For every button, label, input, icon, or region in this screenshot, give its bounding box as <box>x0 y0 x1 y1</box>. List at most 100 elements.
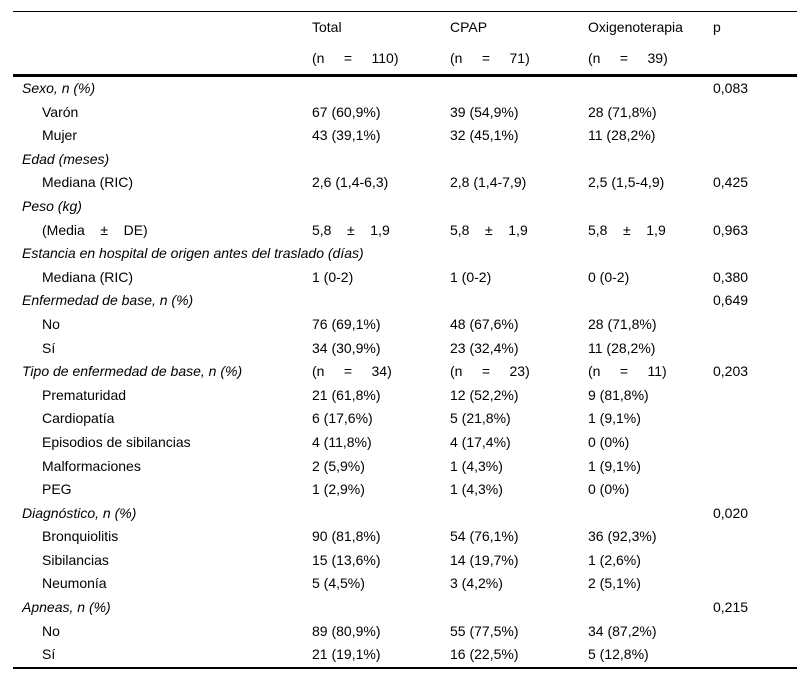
col-header-oxigenoterapia: Oxigenoterapia <box>588 18 683 35</box>
cell-p: 0,649 <box>713 292 749 309</box>
cell-cpap <box>450 195 588 219</box>
cell-cpap: 4 (17,4%) <box>450 433 511 450</box>
cell-total: 34 (30,9%) <box>312 339 381 356</box>
cell-p <box>713 572 797 596</box>
header-row: Total CPAP Oxigenoterapia p <box>13 12 797 44</box>
table-row: Enfermedad de base, n (%) 0,649 <box>13 289 797 313</box>
cell-total <box>312 148 450 172</box>
row-label: PEG <box>42 481 72 498</box>
cell-p <box>713 620 797 644</box>
row-label: Enfermedad de base, n (%) <box>22 292 194 309</box>
table-row: PEG 1 (2,9%) 1 (4,3%) 0 (0%) <box>13 478 797 502</box>
cell-oxigenoterapia: 2,5 (1,5-4,9) <box>588 174 665 191</box>
cell-cpap: 23 (32,4%) <box>450 339 519 356</box>
table-row: Diagnóstico, n (%) 0,020 <box>13 502 797 526</box>
cell-p: 0,203 <box>713 363 749 380</box>
table-row: Sexo, n (%) 0,083 <box>13 76 797 101</box>
comparison-table: Total CPAP Oxigenoterapia p (n = 110) (n… <box>13 11 797 669</box>
cell-oxigenoterapia <box>588 148 713 172</box>
cell-oxigenoterapia: 28 (71,8%) <box>588 315 657 332</box>
row-label: Malformaciones <box>42 457 141 474</box>
cell-p <box>713 455 797 479</box>
row-label: Varón <box>42 103 79 120</box>
row-label: Neumonía <box>42 575 107 592</box>
cell-p <box>713 148 797 172</box>
table-body: Sexo, n (%) 0,083 Varón 67 (60,9%) 39 (5… <box>13 76 797 668</box>
row-label: No <box>42 622 60 639</box>
cell-p <box>713 407 797 431</box>
cell-oxigenoterapia: 5 (12,8%) <box>588 646 649 663</box>
cell-total: 5 (4,5%) <box>312 575 365 592</box>
cell-cpap: 1 (4,3%) <box>450 481 503 498</box>
cell-total: 76 (69,1%) <box>312 315 381 332</box>
row-label: Sí <box>42 646 56 663</box>
cell-p <box>713 549 797 573</box>
table-row: Apneas, n (%) 0,215 <box>13 596 797 620</box>
cell-cpap: 32 (45,1%) <box>450 127 519 144</box>
table-row: Cardiopatía 6 (17,6%) 5 (21,8%) 1 (9,1%) <box>13 407 797 431</box>
cell-oxigenoterapia: 11 (28,2%) <box>588 339 656 356</box>
row-label: Sibilancias <box>42 551 109 568</box>
cell-total: (n = 34) <box>312 363 392 380</box>
cell-oxigenoterapia: 34 (87,2%) <box>588 622 657 639</box>
row-label: Mujer <box>42 127 78 144</box>
cell-oxigenoterapia <box>588 502 713 526</box>
cell-oxigenoterapia: 0 (0%) <box>588 433 630 450</box>
table-row: Prematuridad 21 (61,8%) 12 (52,2%) 9 (81… <box>13 384 797 408</box>
cell-oxigenoterapia: 0 (0-2) <box>588 268 630 285</box>
cell-cpap: (n = 23) <box>450 363 530 380</box>
cell-total: 43 (39,1%) <box>312 127 381 144</box>
row-label: Edad (meses) <box>22 150 110 167</box>
cell-cpap: 48 (67,6%) <box>450 315 519 332</box>
cell-total: 1 (0-2) <box>312 268 354 285</box>
cell-oxigenoterapia: 1 (9,1%) <box>588 410 641 427</box>
row-label: Estancia en hospital de origen antes del… <box>22 245 364 262</box>
cell-total: 15 (13,6%) <box>312 551 381 568</box>
cell-oxigenoterapia: 11 (28,2%) <box>588 127 656 144</box>
cell-cpap: 1 (0-2) <box>450 268 492 285</box>
cell-cpap: 55 (77,5%) <box>450 622 519 639</box>
cell-total <box>312 76 450 101</box>
row-label: Prematuridad <box>42 386 127 403</box>
cell-oxigenoterapia: (n = 11) <box>588 363 667 380</box>
cell-oxigenoterapia: 36 (92,3%) <box>588 528 657 545</box>
cell-cpap <box>450 289 588 313</box>
cell-p <box>713 313 797 337</box>
cell-cpap: 1 (4,3%) <box>450 457 503 474</box>
cell-cpap <box>450 148 588 172</box>
cell-cpap: 54 (76,1%) <box>450 528 519 545</box>
cell-total: 67 (60,9%) <box>312 103 381 120</box>
cell-oxigenoterapia <box>588 289 713 313</box>
cell-p <box>713 101 797 125</box>
cell-oxigenoterapia <box>588 242 713 266</box>
col-header-empty <box>13 12 312 44</box>
row-label: Apneas, n (%) <box>22 599 111 616</box>
subheader-cpap-n: (n = 71) <box>450 49 530 66</box>
table-row: Varón 67 (60,9%) 39 (54,9%) 28 (71,8%) <box>13 101 797 125</box>
row-label: Cardiopatía <box>42 410 115 427</box>
cell-oxigenoterapia <box>588 76 713 101</box>
cell-p: 0,425 <box>713 174 749 191</box>
table-row: Tipo de enfermedad de base, n (%) (n = 3… <box>13 360 797 384</box>
cell-total: 89 (80,9%) <box>312 622 381 639</box>
cell-total: 2 (5,9%) <box>312 457 365 474</box>
cell-total <box>312 502 450 526</box>
row-label: (Media ± DE) <box>42 221 148 238</box>
subheader-oxigenoterapia-n: (n = 39) <box>588 49 668 66</box>
cell-total <box>312 289 450 313</box>
cell-total: 6 (17,6%) <box>312 410 373 427</box>
table-row: Sibilancias 15 (13,6%) 14 (19,7%) 1 (2,6… <box>13 549 797 573</box>
cell-cpap: 5,8 ± 1,9 <box>450 221 528 238</box>
cell-total: 4 (11,8%) <box>312 433 372 450</box>
cell-p <box>713 431 797 455</box>
cell-cpap: 5 (21,8%) <box>450 410 511 427</box>
cell-p <box>713 525 797 549</box>
subheader-empty <box>13 44 312 76</box>
cell-cpap <box>450 502 588 526</box>
cell-oxigenoterapia: 5,8 ± 1,9 <box>588 221 666 238</box>
cell-p: 0,083 <box>713 80 749 96</box>
cell-cpap: 14 (19,7%) <box>450 551 519 568</box>
cell-total: 90 (81,8%) <box>312 528 381 545</box>
subheader-p-empty <box>713 44 797 76</box>
